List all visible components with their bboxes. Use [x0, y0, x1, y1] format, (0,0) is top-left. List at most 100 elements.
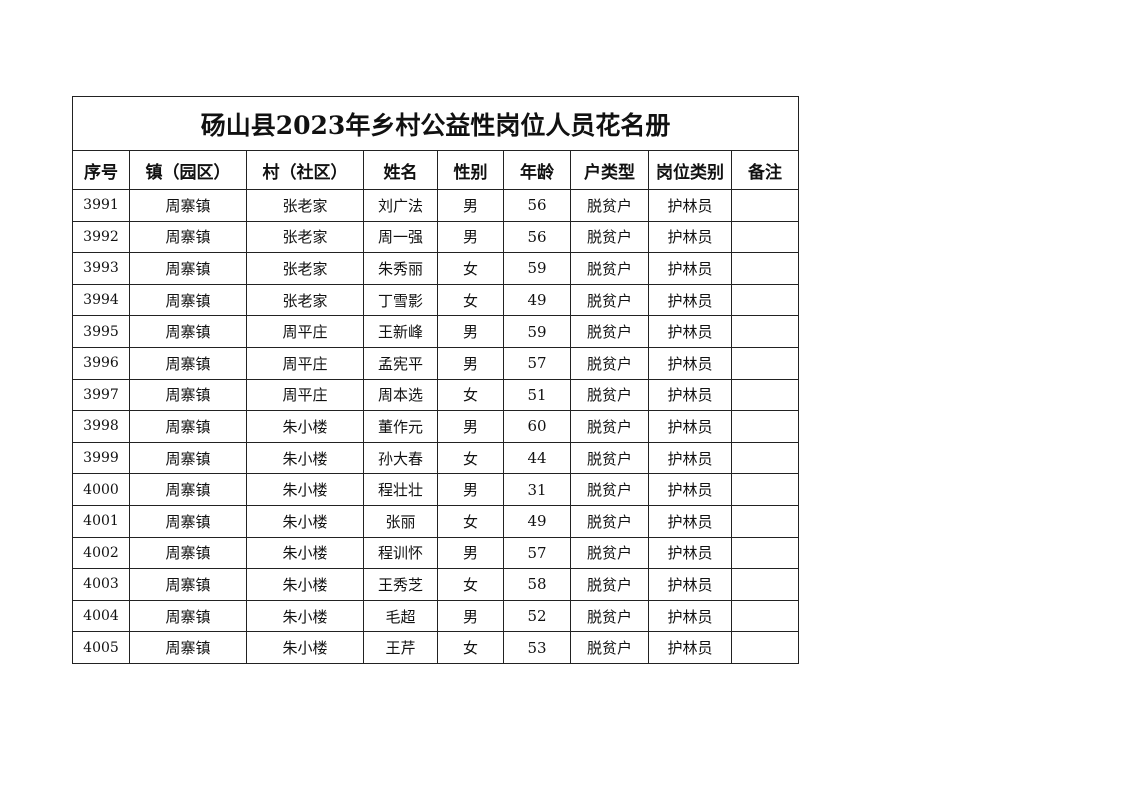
column-header-age: 年龄	[503, 150, 571, 190]
cell-post-type: 护林员	[648, 378, 732, 412]
column-header-remarks: 备注	[730, 150, 800, 190]
cell-seq: 4002	[72, 536, 130, 570]
cell-remarks	[730, 220, 800, 254]
cell-remarks	[730, 252, 800, 285]
cell-gender: 男	[437, 220, 504, 254]
cell-age: 49	[503, 504, 571, 538]
cell-village: 朱小楼	[246, 536, 364, 570]
cell-name: 朱秀丽	[363, 252, 438, 285]
cell-gender: 女	[437, 283, 504, 317]
cell-village: 周平庄	[246, 346, 364, 380]
cell-post-type: 护林员	[648, 283, 732, 317]
cell-household-type: 脱贫户	[570, 378, 649, 412]
cell-remarks	[730, 536, 800, 570]
table-row: 3993 周寨镇 张老家 朱秀丽女 59 脱贫户 护林员	[72, 252, 800, 285]
cell-remarks	[730, 599, 800, 633]
cell-town: 周寨镇	[129, 252, 247, 285]
cell-age: 57	[503, 346, 571, 380]
cell-village: 朱小楼	[246, 504, 364, 538]
cell-gender: 男	[437, 189, 504, 222]
cell-household-type: 脱贫户	[570, 441, 649, 475]
cell-seq: 3998	[72, 410, 130, 443]
cell-remarks	[730, 283, 800, 317]
cell-gender: 男	[437, 599, 504, 633]
cell-name: 王秀芝	[363, 568, 438, 601]
cell-seq: 4001	[72, 504, 130, 538]
cell-village: 周平庄	[246, 378, 364, 412]
cell-name: 程训怀	[363, 536, 438, 570]
cell-seq: 3991	[72, 189, 130, 222]
cell-gender: 女	[437, 441, 504, 475]
cell-post-type: 护林员	[648, 599, 732, 633]
cell-household-type: 脱贫户	[570, 410, 649, 443]
cell-age: 53	[503, 631, 571, 664]
cell-gender: 女	[437, 631, 504, 664]
cell-post-type: 护林员	[648, 220, 732, 254]
cell-household-type: 脱贫户	[570, 473, 649, 506]
cell-town: 周寨镇	[129, 283, 247, 317]
cell-gender: 女	[437, 504, 504, 538]
cell-seq: 4004	[72, 599, 130, 633]
cell-name: 周一强	[363, 220, 438, 254]
cell-gender: 男	[437, 346, 504, 380]
column-header-town: 镇（园区）	[129, 150, 247, 190]
cell-remarks	[730, 568, 800, 601]
cell-town: 周寨镇	[129, 346, 247, 380]
cell-seq: 3992	[72, 220, 130, 254]
cell-seq: 3995	[72, 315, 130, 348]
cell-village: 朱小楼	[246, 568, 364, 601]
cell-remarks	[730, 410, 800, 443]
cell-post-type: 护林员	[648, 504, 732, 538]
cell-village: 张老家	[246, 220, 364, 254]
cell-post-type: 护林员	[648, 568, 732, 601]
cell-gender: 男	[437, 536, 504, 570]
cell-town: 周寨镇	[129, 568, 247, 601]
cell-town: 周寨镇	[129, 220, 247, 254]
cell-remarks	[730, 631, 800, 664]
column-header-gender: 性别	[437, 150, 504, 190]
cell-town: 周寨镇	[129, 599, 247, 633]
table-row: 3994 周寨镇 张老家 丁雪影女 49 脱贫户 护林员	[72, 283, 800, 317]
cell-household-type: 脱贫户	[570, 536, 649, 570]
table-row: 4000 周寨镇 朱小楼 程壮壮男 31 脱贫户 护林员	[72, 473, 800, 506]
cell-post-type: 护林员	[648, 315, 732, 348]
header-row: 序号 镇（园区） 村（社区） 姓名 性别 年龄 户类型 岗位类别 备注	[72, 150, 800, 190]
table-body: 3991 周寨镇 张老家 刘广法男 56 脱贫户 护林员 3992 周寨镇 张老家 周一强男 56 脱贫…	[72, 189, 800, 664]
cell-name: 丁雪影	[363, 283, 438, 317]
cell-town: 周寨镇	[129, 473, 247, 506]
table-row: 3991 周寨镇 张老家 刘广法男 56 脱贫户 护林员	[72, 189, 800, 222]
roster-table: 砀山县2023年乡村公益性岗位人员花名册 序号 镇（园区） 村（社区） 姓名 性别 年龄户…	[71, 96, 800, 664]
cell-town: 周寨镇	[129, 378, 247, 412]
cell-age: 51	[503, 378, 571, 412]
cell-household-type: 脱贫户	[570, 252, 649, 285]
cell-age: 59	[503, 315, 571, 348]
cell-age: 59	[503, 252, 571, 285]
column-header-household-type: 户类型	[570, 150, 649, 190]
cell-age: 52	[503, 599, 571, 633]
cell-village: 张老家	[246, 252, 364, 285]
table-row: 3997 周寨镇 周平庄 周本选女 51 脱贫户 护林员	[72, 378, 800, 412]
cell-household-type: 脱贫户	[570, 220, 649, 254]
cell-household-type: 脱贫户	[570, 283, 649, 317]
cell-gender: 男	[437, 410, 504, 443]
cell-seq: 3999	[72, 441, 130, 475]
column-header-post-type: 岗位类别	[648, 150, 732, 190]
cell-post-type: 护林员	[648, 189, 732, 222]
cell-age: 56	[503, 189, 571, 222]
cell-age: 44	[503, 441, 571, 475]
table-row: 4002 周寨镇 朱小楼 程训怀男 57 脱贫户 护林员	[72, 536, 800, 570]
cell-age: 49	[503, 283, 571, 317]
cell-name: 王芹	[363, 631, 438, 664]
cell-post-type: 护林员	[648, 473, 732, 506]
cell-gender: 女	[437, 252, 504, 285]
cell-town: 周寨镇	[129, 189, 247, 222]
cell-village: 朱小楼	[246, 410, 364, 443]
cell-remarks	[730, 473, 800, 506]
cell-household-type: 脱贫户	[570, 189, 649, 222]
cell-post-type: 护林员	[648, 252, 732, 285]
cell-town: 周寨镇	[129, 504, 247, 538]
cell-household-type: 脱贫户	[570, 315, 649, 348]
table-row: 4004 周寨镇 朱小楼 毛超男 52 脱贫户 护林员	[72, 599, 800, 633]
cell-seq: 3997	[72, 378, 130, 412]
cell-village: 朱小楼	[246, 473, 364, 506]
